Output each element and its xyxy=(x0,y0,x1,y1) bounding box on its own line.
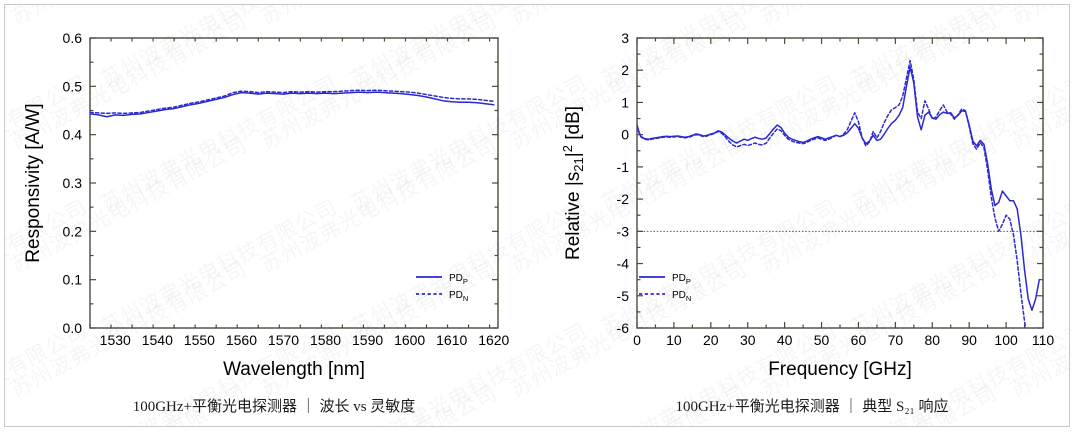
x-tick-label: 0 xyxy=(633,332,641,348)
x-axis-title: Wavelength [nm] xyxy=(223,359,365,380)
y-axis-title: Responsivity [A/W] xyxy=(23,103,44,262)
x-tick-label: 100 xyxy=(994,332,1018,348)
series-PD_P xyxy=(90,91,495,118)
x-tick-label: 110 xyxy=(1032,332,1055,348)
y-tick-label: -3 xyxy=(617,223,630,239)
plot-frame xyxy=(636,37,1044,329)
y-tick-label: 0.6 xyxy=(63,30,83,46)
y-tick-label: 1 xyxy=(621,94,629,110)
s21-chart: 0 10 20 30 40 50 60 70 80 90 100 110 -6 -5 -4 -3 -2 -1 0 1 2… xyxy=(560,30,1055,380)
panel-s21: 0 10 20 30 40 50 60 70 80 90 100 110 -6 -5 -4 -3 -2 -1 0 1 2… xyxy=(543,5,1069,426)
x-tick-label: 1600 xyxy=(394,332,425,348)
x-tick-label: 10 xyxy=(666,332,682,348)
panel-responsivity: 1530 1540 1550 1560 1570 1580 1590 1600 1610 1620… xyxy=(5,5,543,426)
x-tick-label: 70 xyxy=(888,332,904,348)
y-tick-label: 2 xyxy=(621,62,629,78)
x-tick-label: 1540 xyxy=(142,332,173,348)
y-tick-label: 0.0 xyxy=(63,320,83,336)
y-tick-label: 0.1 xyxy=(63,272,83,288)
y-tick-label: 0.3 xyxy=(63,175,83,191)
x-tick-label: 1560 xyxy=(226,332,257,348)
responsivity-chart: 1530 1540 1550 1560 1570 1580 1590 1600 1610 1620… xyxy=(23,30,510,380)
x-tick-label: 1530 xyxy=(100,332,131,348)
legend-label: PDN xyxy=(449,290,468,303)
legend-label: PDP xyxy=(449,273,468,286)
x-tick-label: 1610 xyxy=(436,332,467,348)
y-tick-label: -2 xyxy=(617,191,630,207)
x-tick-label: 40 xyxy=(777,332,793,348)
y-tick-label: 0.5 xyxy=(63,78,83,94)
x-axis-title: Frequency [GHz] xyxy=(768,359,912,380)
y-tick-label: -4 xyxy=(617,256,630,272)
x-tick-label: 60 xyxy=(851,332,867,348)
legend-label: PDN xyxy=(672,290,691,303)
y-axis-title: Relative |s21|2 [dB] xyxy=(560,106,586,260)
x-tick-label: 1570 xyxy=(268,332,299,348)
y-tick-label: -5 xyxy=(617,288,630,304)
svg-text:Responsivity [A/W]: Responsivity [A/W] xyxy=(23,103,44,262)
x-tick-label: 1590 xyxy=(352,332,383,348)
y-tick-label: 3 xyxy=(621,30,629,46)
series-PD_N xyxy=(637,59,1027,328)
x-tick-label: 1620 xyxy=(478,332,509,348)
x-tick-label: 30 xyxy=(740,332,756,348)
series-PD_P xyxy=(637,66,1041,312)
y-tick-label: 0 xyxy=(621,127,629,143)
x-tick-label: 1550 xyxy=(184,332,215,348)
y-tick-label: 0.2 xyxy=(63,223,83,239)
x-tick-label: 50 xyxy=(814,332,830,348)
series-PD_N xyxy=(90,89,495,115)
svg-text:Relative |s21|2 [dB]: Relative |s21|2 [dB] xyxy=(560,106,586,260)
y-tick-label: -6 xyxy=(617,320,630,336)
x-tick-label: 90 xyxy=(961,332,977,348)
caption-s21: 100GHz+平衡光电探测器 ｜ 典型 S₂₁ 响应 xyxy=(675,399,949,415)
x-tick-label: 1580 xyxy=(310,332,341,348)
x-tick-label: 80 xyxy=(924,332,940,348)
y-tick-label: -1 xyxy=(617,159,630,175)
y-tick-label: 0.4 xyxy=(63,127,83,143)
x-tick-label: 20 xyxy=(703,332,719,348)
caption-responsivity: 100GHz+平衡光电探测器 ｜ 波长 vs 灵敏度 xyxy=(132,399,416,415)
figure-frame: 苏州波弗光电科技有限公司苏州波弗光电科技有限公司苏州波弗光电科技有限公司苏州波弗… xyxy=(4,4,1070,427)
plot-frame xyxy=(89,37,499,329)
legend-label: PDP xyxy=(672,273,691,286)
